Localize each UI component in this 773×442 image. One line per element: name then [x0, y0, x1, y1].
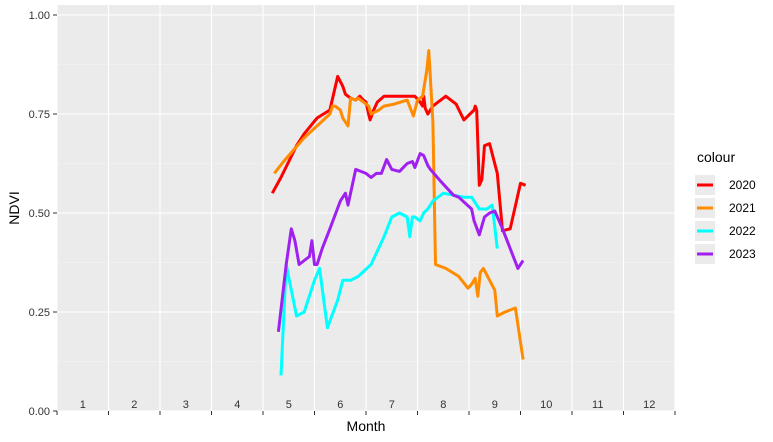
month-label: 12 — [643, 399, 655, 411]
series-lines — [270, 49, 527, 376]
legend: colour 2020 2021 2022 2023 — [695, 149, 756, 264]
y-tick-label: 0.75 — [29, 109, 50, 121]
month-label: 10 — [540, 399, 552, 411]
series-line-2023 — [276, 152, 525, 332]
month-label: 11 — [592, 399, 603, 411]
y-axis: 0.00 0.25 0.50 0.75 1.00 — [29, 10, 57, 418]
y-tick-label: 1.00 — [29, 10, 50, 22]
y-tick-label: 0.00 — [29, 406, 50, 418]
series-line-2022 — [279, 191, 499, 376]
month-label: 8 — [440, 399, 446, 411]
legend-label-2023: 2023 — [729, 247, 756, 261]
month-label: 5 — [286, 399, 292, 411]
y-axis-title: NDVI — [6, 191, 22, 224]
month-label: 2 — [131, 399, 137, 411]
x-axis: 1 2 3 4 5 6 7 8 9 10 11 12 — [56, 399, 676, 415]
month-label: 9 — [492, 399, 498, 411]
legend-label-2020: 2020 — [729, 178, 756, 192]
legend-label-2022: 2022 — [729, 224, 756, 238]
month-label: 6 — [337, 399, 343, 411]
y-tick-label: 0.25 — [29, 307, 50, 319]
legend-label-2021: 2021 — [729, 201, 756, 215]
month-label: 1 — [80, 399, 86, 411]
month-label: 3 — [183, 399, 189, 411]
series-line-2020 — [270, 74, 527, 233]
legend-title: colour — [697, 149, 735, 165]
x-axis-title: Month — [347, 418, 386, 434]
grid-lines — [56, 5, 676, 412]
month-label: 4 — [234, 399, 240, 411]
series-line-2021 — [273, 49, 525, 360]
month-label: 7 — [389, 399, 395, 411]
y-tick-label: 0.50 — [29, 208, 50, 220]
